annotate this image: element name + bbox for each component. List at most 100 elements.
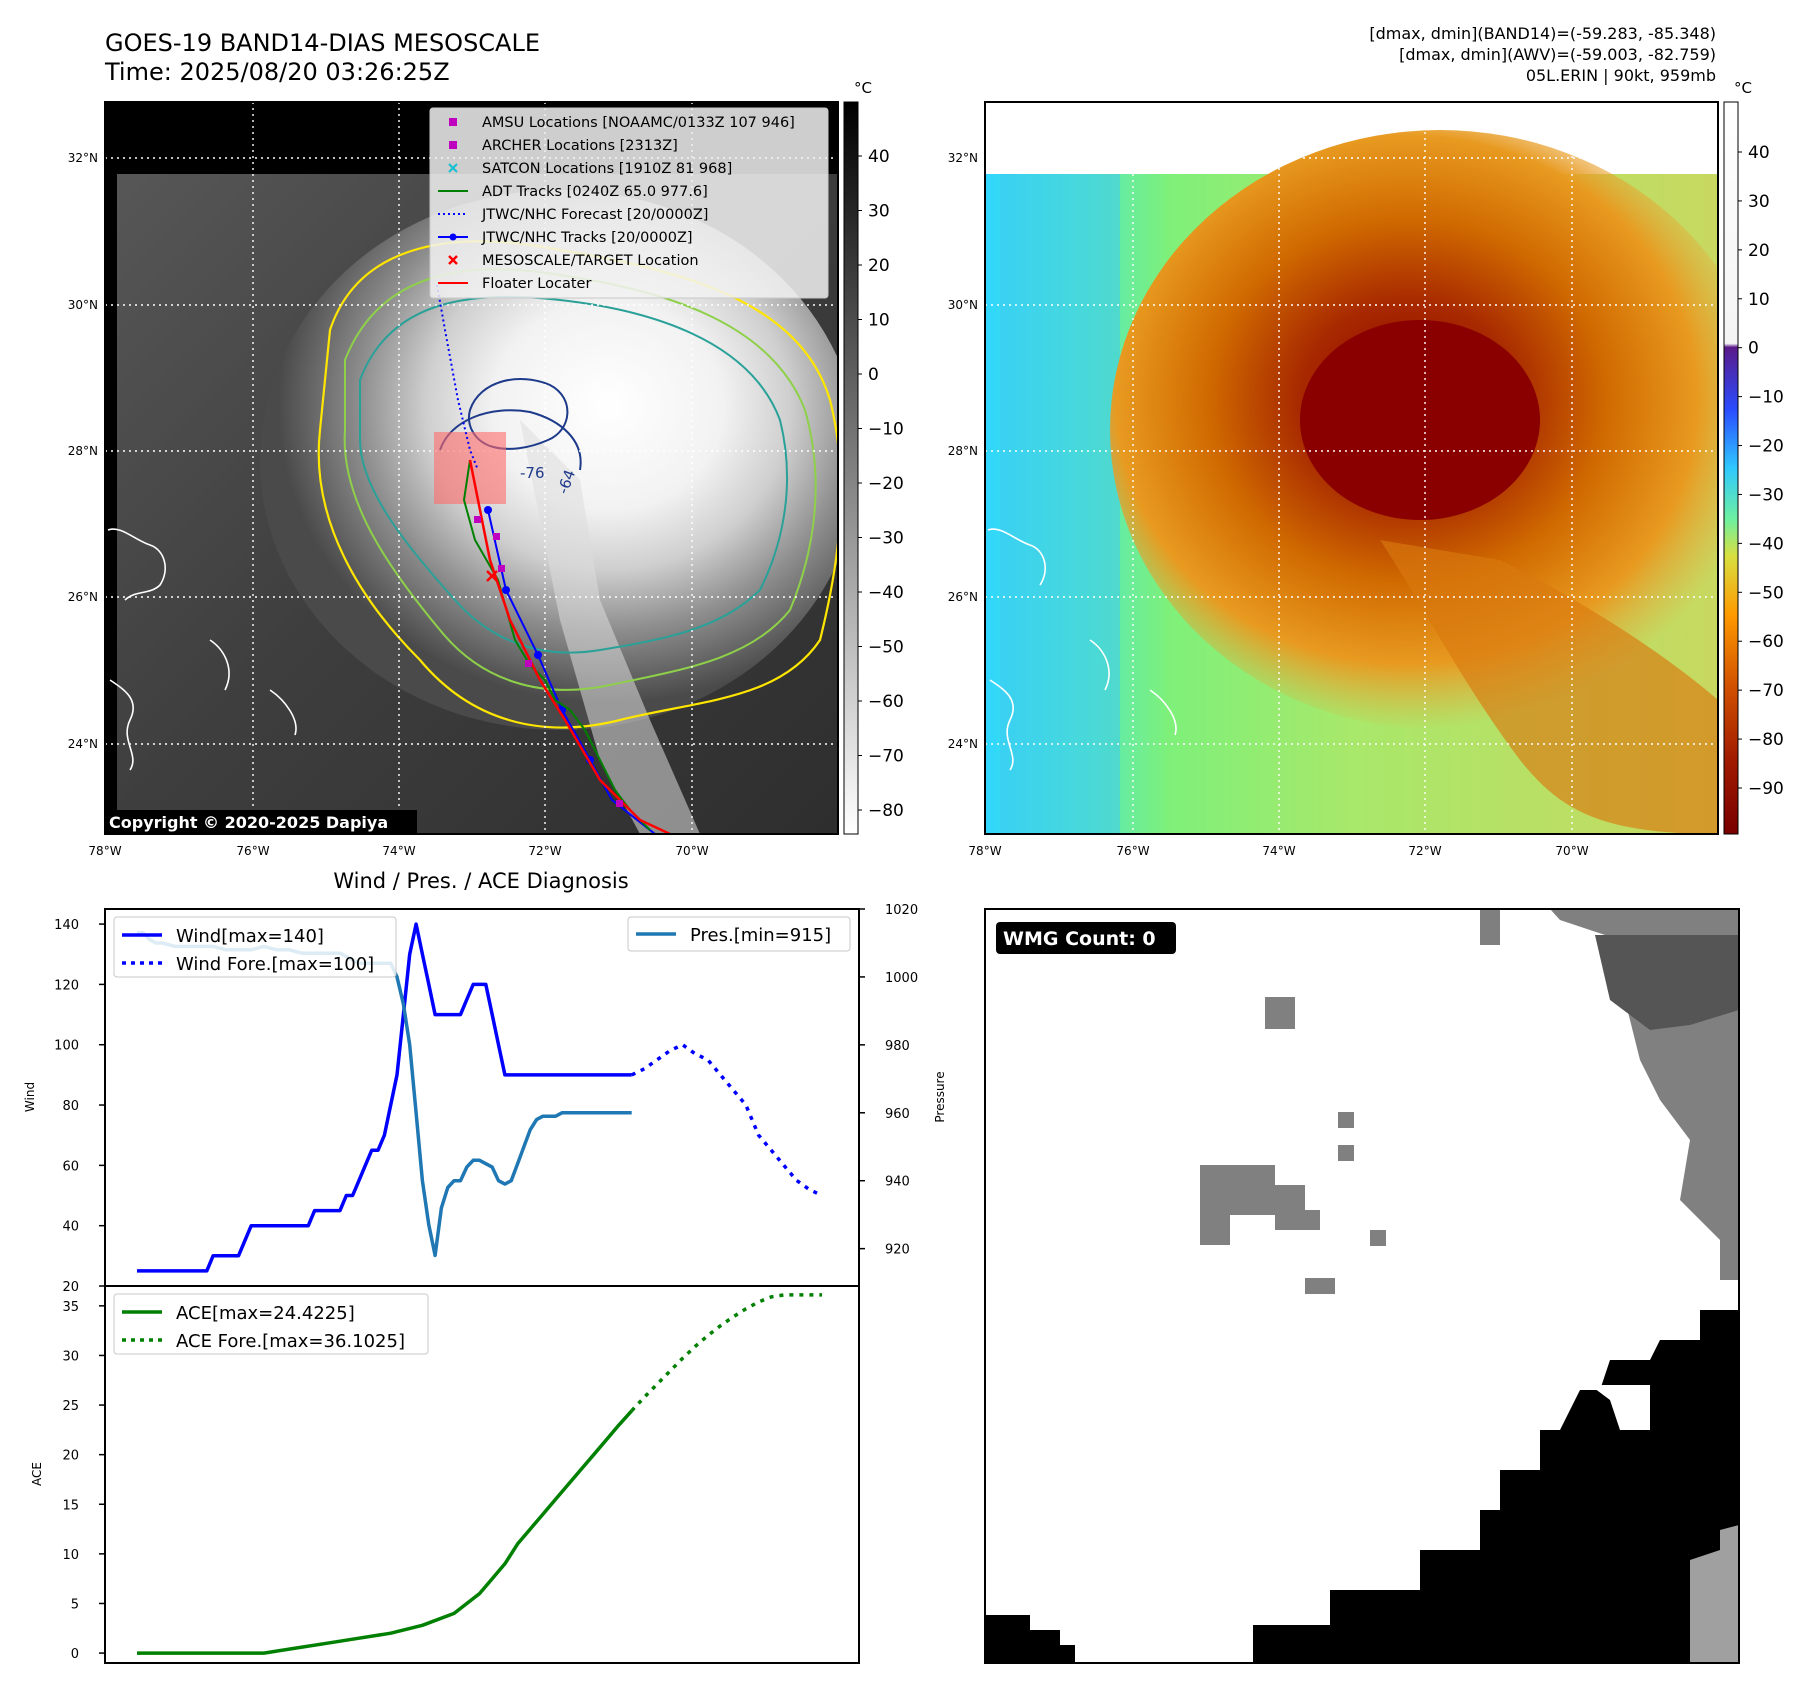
ir-map-panel: -76 -64 (68, 79, 904, 858)
coastline-bahamas-andros (109, 679, 134, 771)
ir-nodata-left (105, 102, 117, 834)
wind-ytick-label: 20 (62, 1280, 79, 1295)
awv-colorbar-tick-label: −30 (1748, 485, 1784, 505)
awv-coastline-north (987, 528, 1046, 586)
ace-ytick-label: 20 (62, 1449, 79, 1464)
coastline-eleuthera (209, 639, 230, 691)
wmg-lightgray-corner (1600, 1525, 1739, 1663)
ir-lon-76: 76°W (236, 844, 269, 858)
ir-map-frame (104, 101, 839, 835)
awv-lat-30: 30°N (948, 298, 978, 312)
awv-lon-76: 76°W (1116, 844, 1149, 858)
awv-colorbar (1723, 101, 1739, 835)
legend-amsu-icon (449, 118, 457, 126)
ir-lon-78: 78°W (88, 844, 121, 858)
amsu-points (474, 516, 623, 807)
ir-lon-labels: 78°W 76°W 74°W 72°W 70°W (88, 844, 708, 858)
ir-colorbar (843, 101, 859, 835)
ir-lat-26: 26°N (68, 590, 98, 604)
ir-colorbar-tick-label: −80 (868, 801, 904, 821)
awv-colorbar-tick-label: 0 (1748, 339, 1759, 359)
awv-colorbar-ticks: 40 30 20 10 0 −10 −20 −30 −40 −50 −60 −70 −80 −90 (1738, 143, 1784, 799)
pressure-ytick-label: 980 (885, 1039, 910, 1054)
ir-colorbar-tick-label: −30 (868, 529, 904, 549)
ir-colorbar-tick-label: 40 (868, 147, 890, 167)
ir-lon-72: 72°W (528, 844, 561, 858)
legend-satcon-icon (448, 163, 458, 173)
storm-info-text: 05L.ERIN | 90kt, 959mb (1526, 66, 1716, 85)
legend-ace-label: ACE[max=24.4225] (176, 1303, 355, 1324)
contour-label-76: -76 (520, 464, 545, 482)
ace-ytick-label: 10 (62, 1548, 79, 1563)
jtwc-track-points (484, 506, 594, 764)
wind-series-line (137, 922, 632, 1273)
legend-target-icon (448, 255, 458, 265)
wmg-white-hole (1590, 1385, 1650, 1430)
copyright-text: Copyright © 2020-2025 Dapiya (109, 813, 388, 832)
copyright-box (105, 810, 417, 834)
figure-time: Time: 2025/08/20 03:26:25Z (104, 58, 450, 86)
awv-colorbar-tick-label: 20 (1748, 241, 1770, 261)
wind-legend: Wind[max=140] Wind Fore.[max=100] (113, 916, 397, 978)
legend-ace-fore-label: ACE Fore.[max=36.1025] (176, 1331, 405, 1352)
awv-lat-26: 26°N (948, 590, 978, 604)
ace-ytick-label: 15 (62, 1498, 79, 1513)
awv-coastline-eleuthera (1089, 639, 1110, 691)
wmg-gray-block-4 (1305, 1278, 1335, 1294)
contour-navy-outer (439, 409, 582, 471)
pressure-axis-label: Pressure (933, 1071, 947, 1122)
ace-ytick-label: 25 (62, 1399, 79, 1414)
awv-colorbar-tick-label: −90 (1748, 779, 1784, 799)
wmg-gray-top (1345, 909, 1500, 945)
ir-lat-28: 28°N (68, 444, 98, 458)
awv-colorbar-tick-label: −40 (1748, 534, 1784, 554)
awv-colorbar-tick-label: −70 (1748, 681, 1784, 701)
awv-coastline-cat (1149, 689, 1177, 736)
legend-satcon-label: SATCON Locations [1910Z 81 968] (482, 161, 732, 177)
ace-ytick-label: 35 (62, 1300, 79, 1315)
wind-yticks: 20 40 60 80 100 120 140 (54, 918, 105, 1295)
awv-map-frame (984, 101, 1719, 835)
legend-target-label: MESOSCALE/TARGET Location (482, 253, 699, 269)
awv-lon-72: 72°W (1408, 844, 1441, 858)
coastline-bahamas-north (107, 528, 166, 601)
ir-colorbar-tick-label: −40 (868, 583, 904, 603)
ace-chart: ACE 0 5 10 15 20 25 30 35 ACE[max=24.4225] ACE … (30, 1285, 860, 1664)
wmg-gray-block-2 (1338, 1112, 1354, 1128)
ir-lon-70: 70°W (675, 844, 708, 858)
ace-axis-label: ACE (30, 1462, 44, 1486)
floater-locater-track (468, 459, 671, 834)
pressure-ytick-label: 960 (885, 1107, 910, 1122)
legend-floater-label: Floater Locater (482, 276, 591, 292)
awv-lon-78: 78°W (968, 844, 1001, 858)
pressure-ytick-label: 940 (885, 1175, 910, 1190)
ir-lat-30: 30°N (68, 298, 98, 312)
ir-colorbar-unit: °C (854, 79, 872, 97)
awv-colorbar-tick-label: −60 (1748, 632, 1784, 652)
ace-yticks: 0 5 10 15 20 25 30 35 (62, 1300, 105, 1662)
wmg-panel: WMG Count: 0 (984, 908, 1740, 1664)
legend-wind-fore-label: Wind Fore.[max=100] (176, 954, 374, 975)
awv-lat-24: 24°N (948, 737, 978, 751)
ace-ytick-label: 5 (71, 1597, 79, 1612)
ir-lat-24: 24°N (68, 737, 98, 751)
ace-ytick-label: 0 (71, 1647, 79, 1662)
figure-title: GOES-19 BAND14-DIAS MESOSCALE (105, 29, 540, 57)
ir-rainband (520, 420, 700, 834)
awv-lon-labels: 78°W 76°W 74°W 72°W 70°W (968, 844, 1588, 858)
awv-lat-labels: 32°N 30°N 28°N 26°N 24°N (948, 151, 978, 751)
wind-ytick-label: 40 (62, 1220, 79, 1235)
legend-wind-label: Wind[max=140] (176, 926, 324, 947)
ir-colorbar-tick-label: 10 (868, 311, 890, 331)
wind-ytick-label: 80 (62, 1099, 79, 1114)
legend-adt-label: ADT Tracks [0240Z 65.0 977.6] (482, 184, 708, 200)
map-legend: AMSU Locations [NOAAMC/0133Z 107 946] AR… (429, 107, 829, 299)
ir-colorbar-tick-label: −60 (868, 692, 904, 712)
awv-rainband (1380, 540, 1718, 834)
wmg-darkgray-right (1595, 935, 1739, 1030)
awv-lon-74: 74°W (1262, 844, 1295, 858)
ir-colorbar-tick-label: −10 (868, 420, 904, 440)
awv-lat-28: 28°N (948, 444, 978, 458)
